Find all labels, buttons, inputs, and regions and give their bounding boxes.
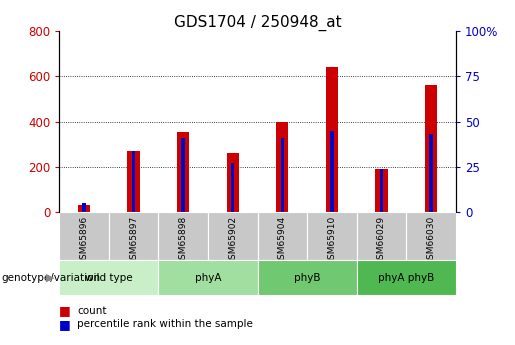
Bar (258, 212, 307, 260)
Title: GDS1704 / 250948_at: GDS1704 / 250948_at (174, 15, 341, 31)
Text: GSM65898: GSM65898 (179, 216, 187, 265)
Bar (325, 67, 338, 212)
Bar (59, 212, 109, 260)
Bar (281, 138, 284, 212)
Bar (356, 260, 456, 295)
Bar (406, 212, 456, 260)
Text: GSM65904: GSM65904 (278, 216, 287, 265)
Bar (258, 260, 356, 295)
Bar (227, 153, 239, 212)
Text: phyB: phyB (294, 273, 320, 283)
Text: GSM65896: GSM65896 (79, 216, 89, 265)
Bar (430, 134, 433, 212)
Bar (127, 151, 140, 212)
Text: GSM65910: GSM65910 (328, 216, 336, 265)
Bar (375, 169, 388, 212)
Text: GSM65902: GSM65902 (228, 216, 237, 265)
Bar (82, 203, 85, 212)
Bar (177, 132, 190, 212)
Bar (109, 212, 159, 260)
Bar (356, 212, 406, 260)
Text: phyA: phyA (195, 273, 221, 283)
Text: GSM66030: GSM66030 (426, 216, 436, 265)
Bar (181, 138, 185, 212)
Bar (276, 122, 288, 212)
Bar (330, 131, 334, 212)
Bar (78, 205, 90, 212)
Text: percentile rank within the sample: percentile rank within the sample (77, 319, 253, 329)
Text: ■: ■ (59, 304, 71, 317)
Text: GSM65897: GSM65897 (129, 216, 138, 265)
Text: wild type: wild type (85, 273, 132, 283)
Bar (307, 212, 356, 260)
Bar (159, 260, 258, 295)
Bar (59, 260, 159, 295)
Text: ▶: ▶ (45, 273, 54, 283)
Bar (231, 163, 234, 212)
Text: phyA phyB: phyA phyB (378, 273, 434, 283)
Text: GSM66029: GSM66029 (377, 216, 386, 265)
Text: ■: ■ (59, 318, 71, 331)
Bar (132, 150, 135, 212)
Text: genotype/variation: genotype/variation (2, 273, 100, 283)
Text: count: count (77, 306, 107, 315)
Bar (159, 212, 208, 260)
Bar (208, 212, 258, 260)
Bar (425, 85, 437, 212)
Bar (380, 169, 383, 212)
